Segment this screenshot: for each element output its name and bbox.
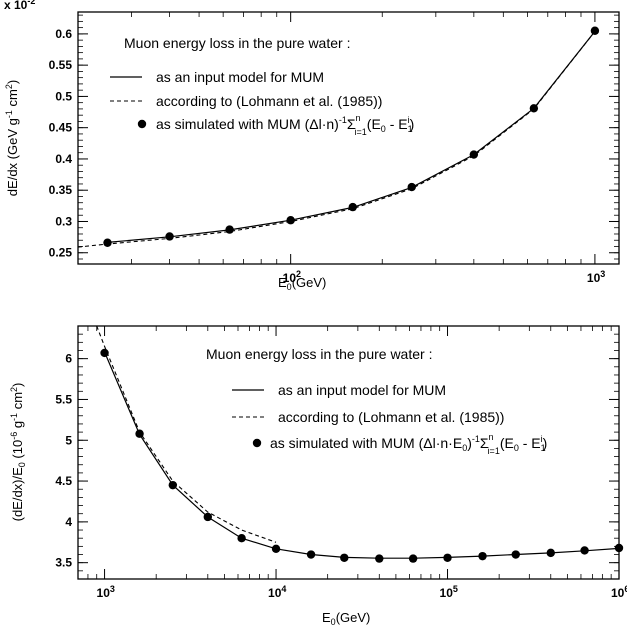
top-y-tick-label: 0.35 bbox=[49, 183, 73, 197]
top-lohmann-curve bbox=[77, 31, 596, 248]
bottom-legend-title: Muon energy loss in the pure water : bbox=[206, 346, 432, 362]
bottom-legend-dashed-label: according to (Lohmann et al. (1985)) bbox=[278, 409, 504, 425]
bottom-x-tick-label: 106 bbox=[611, 584, 627, 600]
top-legend: Muon energy loss in the pure water : as … bbox=[110, 35, 414, 137]
bottom-axis-ticks: 103 104 105 106 3.5 4 4.5 5 5.5 6 bbox=[55, 325, 627, 600]
bottom-y-tick-label: 4 bbox=[65, 515, 72, 529]
bottom-data-point bbox=[546, 548, 555, 558]
bottom-y-tick-label: 6 bbox=[65, 352, 72, 366]
top-x-tick-label: 103 bbox=[587, 269, 605, 285]
bottom-data-point bbox=[408, 554, 418, 563]
top-y-tick-label: 0.25 bbox=[49, 246, 73, 260]
top-y-tick-label: 0.3 bbox=[55, 214, 72, 228]
bottom-y-tick-label: 5.5 bbox=[55, 392, 72, 406]
bottom-data-point bbox=[511, 550, 520, 559]
top-legend-points-label: as simulated with MUM (Δl·n)-1Σn i=1(E0 -… bbox=[156, 113, 414, 137]
bottom-data-point bbox=[135, 429, 144, 438]
bottom-data-point bbox=[375, 554, 384, 563]
bottom-data-point bbox=[443, 553, 452, 562]
top-y-tick-label: 0.5 bbox=[55, 89, 72, 103]
top-y-tick-label: 0.6 bbox=[55, 27, 72, 41]
top-data-point bbox=[590, 26, 600, 35]
bottom-y-tick-label: 4.5 bbox=[55, 474, 72, 488]
bottom-data-point bbox=[203, 512, 213, 522]
top-legend-dashed-label: according to (Lohmann et al. (1985)) bbox=[156, 93, 382, 109]
bottom-x-tick-label: 103 bbox=[97, 584, 115, 600]
top-data-point bbox=[165, 232, 174, 241]
bottom-data-point bbox=[478, 551, 487, 561]
bottom-legend: Muon energy loss in the pure water : as … bbox=[206, 346, 547, 456]
top-panel: x 10-2 dE/dx (GeV g-1 cm2) E0(GeV) Muon … bbox=[4, 0, 620, 292]
top-legend-point-swatch bbox=[137, 119, 147, 129]
bottom-panel: (dE/dx)/E0 (10-6 g-1 cm2) E0(GeV) Muon e… bbox=[9, 325, 627, 627]
bottom-plot-frame bbox=[77, 325, 620, 580]
top-data-point bbox=[469, 150, 479, 159]
bottom-y-tick-label: 3.5 bbox=[55, 556, 72, 570]
bottom-series bbox=[96, 325, 624, 563]
top-legend-title: Muon energy loss in the pure water : bbox=[124, 35, 350, 51]
bottom-legend-solid-label: as an input model for MUM bbox=[278, 382, 446, 398]
bottom-data-point bbox=[168, 480, 178, 490]
top-data-point bbox=[103, 238, 112, 247]
top-y-tick-label: 0.4 bbox=[55, 152, 72, 166]
top-multiplier-label: x 10-2 bbox=[4, 0, 35, 12]
bottom-legend-points-label: as simulated with MUM (Δl·n·E0)-1Σn i=1(E… bbox=[270, 432, 547, 456]
top-plot-frame bbox=[77, 11, 620, 265]
top-data-point bbox=[348, 202, 357, 212]
top-series bbox=[77, 26, 600, 248]
top-y-tick-label: 0.45 bbox=[49, 121, 73, 135]
top-data-point bbox=[286, 216, 295, 225]
bottom-data-point bbox=[614, 543, 624, 553]
top-axis-ticks: 102 103 0.25 0.3 0.35 0.4 0.45 0.5 0.55 0.6 bbox=[49, 12, 619, 285]
bottom-y-axis-label: (dE/dx)/E0 (10-6 g-1 cm2) bbox=[9, 383, 27, 522]
bottom-legend-point-swatch bbox=[252, 438, 262, 448]
bottom-data-point bbox=[340, 553, 349, 562]
top-data-point bbox=[529, 104, 539, 113]
bottom-lohmann-curve bbox=[96, 325, 277, 543]
top-legend-solid-label: as an input model for MUM bbox=[156, 69, 324, 85]
top-x-tick-label: 102 bbox=[283, 269, 301, 285]
bottom-data-point bbox=[271, 544, 281, 554]
bottom-x-tick-label: 104 bbox=[268, 584, 286, 600]
top-y-tick-label: 0.55 bbox=[49, 58, 73, 72]
bottom-data-point bbox=[100, 348, 109, 358]
top-x-axis-label: E0(GeV) bbox=[278, 275, 326, 292]
bottom-x-tick-label: 105 bbox=[440, 584, 458, 600]
bottom-y-tick-label: 5 bbox=[65, 433, 72, 447]
bottom-x-axis-label: E0(GeV) bbox=[322, 610, 370, 627]
top-data-point bbox=[225, 225, 234, 234]
top-data-point bbox=[407, 182, 416, 192]
bottom-data-point bbox=[237, 533, 246, 543]
bottom-input-model-curve bbox=[104, 351, 620, 559]
bottom-data-point bbox=[306, 550, 316, 559]
bottom-data-point bbox=[580, 546, 589, 555]
top-multiplier-exponent: -2 bbox=[27, 0, 35, 6]
top-y-axis-label: dE/dx (GeV g-1 cm2) bbox=[4, 80, 20, 196]
